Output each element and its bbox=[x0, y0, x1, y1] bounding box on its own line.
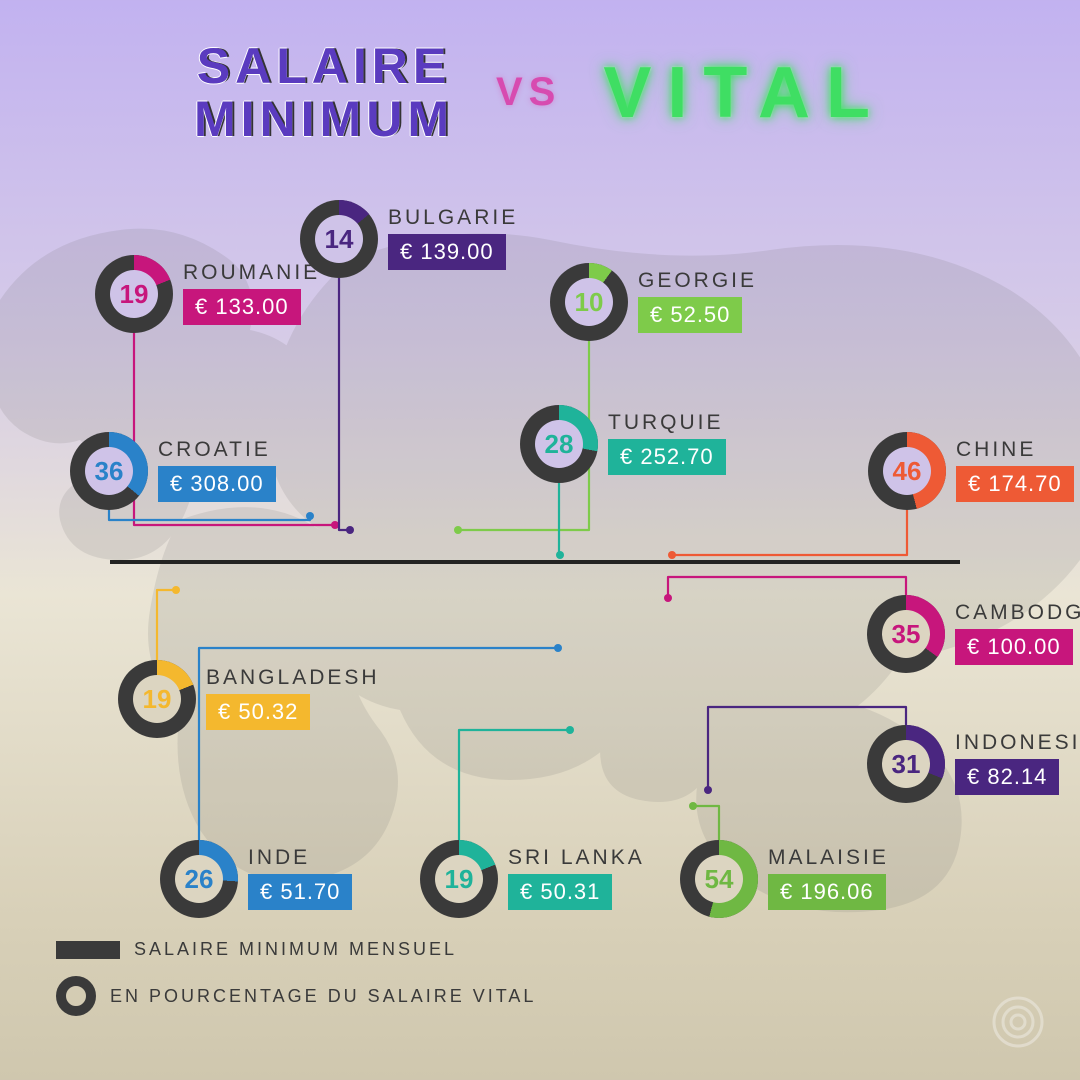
donut-pct-label: 14 bbox=[315, 215, 363, 263]
country-node-cambodge: 35 CAMBODGE € 100.00 bbox=[867, 595, 1080, 673]
donut-chart: 35 bbox=[867, 595, 945, 673]
donut-chart: 10 bbox=[550, 263, 628, 341]
country-node-indonesie: 31 INDONESIE € 82.14 bbox=[867, 725, 1080, 803]
country-node-malaisie: 54 MALAISIE € 196.06 bbox=[680, 840, 889, 918]
donut-pct-label: 10 bbox=[565, 278, 613, 326]
legend-ring-icon bbox=[56, 976, 96, 1016]
country-price: € 52.50 bbox=[638, 297, 742, 333]
title-vs: VS bbox=[496, 70, 561, 115]
legend-row-bar: SALAIRE MINIMUM MENSUEL bbox=[56, 939, 536, 960]
legend-bar-label: SALAIRE MINIMUM MENSUEL bbox=[134, 939, 457, 960]
donut-chart: 14 bbox=[300, 200, 378, 278]
country-node-roumanie: 19 ROUMANIE € 133.00 bbox=[95, 255, 320, 333]
legend-bar-icon bbox=[56, 941, 120, 959]
donut-chart: 19 bbox=[95, 255, 173, 333]
country-node-inde: 26 INDE € 51.70 bbox=[160, 840, 352, 918]
country-node-bulgarie: 14 BULGARIE € 139.00 bbox=[300, 200, 518, 278]
country-labelbox: INDE € 51.70 bbox=[248, 846, 352, 910]
country-labelbox: CHINE € 174.70 bbox=[956, 438, 1074, 502]
country-labelbox: BANGLADESH € 50.32 bbox=[206, 666, 380, 730]
country-name: GEORGIE bbox=[638, 269, 757, 293]
country-price: € 252.70 bbox=[608, 439, 726, 475]
country-price: € 82.14 bbox=[955, 759, 1059, 795]
country-name: CAMBODGE bbox=[955, 601, 1080, 625]
country-node-srilanka: 19 SRI LANKA € 50.31 bbox=[420, 840, 645, 918]
country-name: INDONESIE bbox=[955, 731, 1080, 755]
title-left-l1: SALAIRE bbox=[194, 40, 454, 93]
country-name: SRI LANKA bbox=[508, 846, 645, 870]
title-left: SALAIRE MINIMUM bbox=[194, 40, 454, 145]
country-name: CROATIE bbox=[158, 438, 276, 462]
donut-pct-label: 28 bbox=[535, 420, 583, 468]
title-row: SALAIRE MINIMUM VS VITAL bbox=[0, 40, 1080, 145]
country-labelbox: MALAISIE € 196.06 bbox=[768, 846, 889, 910]
donut-chart: 19 bbox=[420, 840, 498, 918]
donut-pct-label: 36 bbox=[85, 447, 133, 495]
title-left-l2: MINIMUM bbox=[194, 93, 454, 146]
donut-pct-label: 35 bbox=[882, 610, 930, 658]
country-price: € 139.00 bbox=[388, 234, 506, 270]
country-node-turquie: 28 TURQUIE € 252.70 bbox=[520, 405, 726, 483]
donut-chart: 54 bbox=[680, 840, 758, 918]
country-labelbox: SRI LANKA € 50.31 bbox=[508, 846, 645, 910]
country-labelbox: BULGARIE € 139.00 bbox=[388, 206, 518, 270]
divider-line bbox=[110, 560, 960, 564]
country-labelbox: CROATIE € 308.00 bbox=[158, 438, 276, 502]
country-price: € 196.06 bbox=[768, 874, 886, 910]
country-labelbox: INDONESIE € 82.14 bbox=[955, 731, 1080, 795]
country-price: € 50.32 bbox=[206, 694, 310, 730]
country-labelbox: CAMBODGE € 100.00 bbox=[955, 601, 1080, 665]
country-price: € 308.00 bbox=[158, 466, 276, 502]
donut-pct-label: 54 bbox=[695, 855, 743, 903]
legend: SALAIRE MINIMUM MENSUEL EN POURCENTAGE D… bbox=[56, 939, 536, 1016]
donut-chart: 28 bbox=[520, 405, 598, 483]
country-node-georgie: 10 GEORGIE € 52.50 bbox=[550, 263, 757, 341]
title-right: VITAL bbox=[603, 52, 886, 134]
brand-logo-icon bbox=[990, 994, 1046, 1050]
donut-pct-label: 26 bbox=[175, 855, 223, 903]
donut-chart: 19 bbox=[118, 660, 196, 738]
country-name: CHINE bbox=[956, 438, 1074, 462]
country-price: € 50.31 bbox=[508, 874, 612, 910]
country-name: BANGLADESH bbox=[206, 666, 380, 690]
donut-chart: 31 bbox=[867, 725, 945, 803]
donut-chart: 46 bbox=[868, 432, 946, 510]
country-labelbox: GEORGIE € 52.50 bbox=[638, 269, 757, 333]
donut-pct-label: 19 bbox=[435, 855, 483, 903]
country-name: MALAISIE bbox=[768, 846, 889, 870]
donut-pct-label: 31 bbox=[882, 740, 930, 788]
country-price: € 133.00 bbox=[183, 289, 301, 325]
donut-pct-label: 19 bbox=[133, 675, 181, 723]
donut-chart: 26 bbox=[160, 840, 238, 918]
country-labelbox: TURQUIE € 252.70 bbox=[608, 411, 726, 475]
country-node-bangladesh: 19 BANGLADESH € 50.32 bbox=[118, 660, 380, 738]
legend-ring-label: EN POURCENTAGE DU SALAIRE VITAL bbox=[110, 986, 536, 1007]
country-price: € 51.70 bbox=[248, 874, 352, 910]
donut-pct-label: 19 bbox=[110, 270, 158, 318]
country-price: € 174.70 bbox=[956, 466, 1074, 502]
country-name: BULGARIE bbox=[388, 206, 518, 230]
country-price: € 100.00 bbox=[955, 629, 1073, 665]
donut-pct-label: 46 bbox=[883, 447, 931, 495]
country-node-chine: 46 CHINE € 174.70 bbox=[868, 432, 1074, 510]
country-name: TURQUIE bbox=[608, 411, 726, 435]
country-node-croatie: 36 CROATIE € 308.00 bbox=[70, 432, 276, 510]
legend-row-ring: EN POURCENTAGE DU SALAIRE VITAL bbox=[56, 976, 536, 1016]
country-name: INDE bbox=[248, 846, 352, 870]
donut-chart: 36 bbox=[70, 432, 148, 510]
